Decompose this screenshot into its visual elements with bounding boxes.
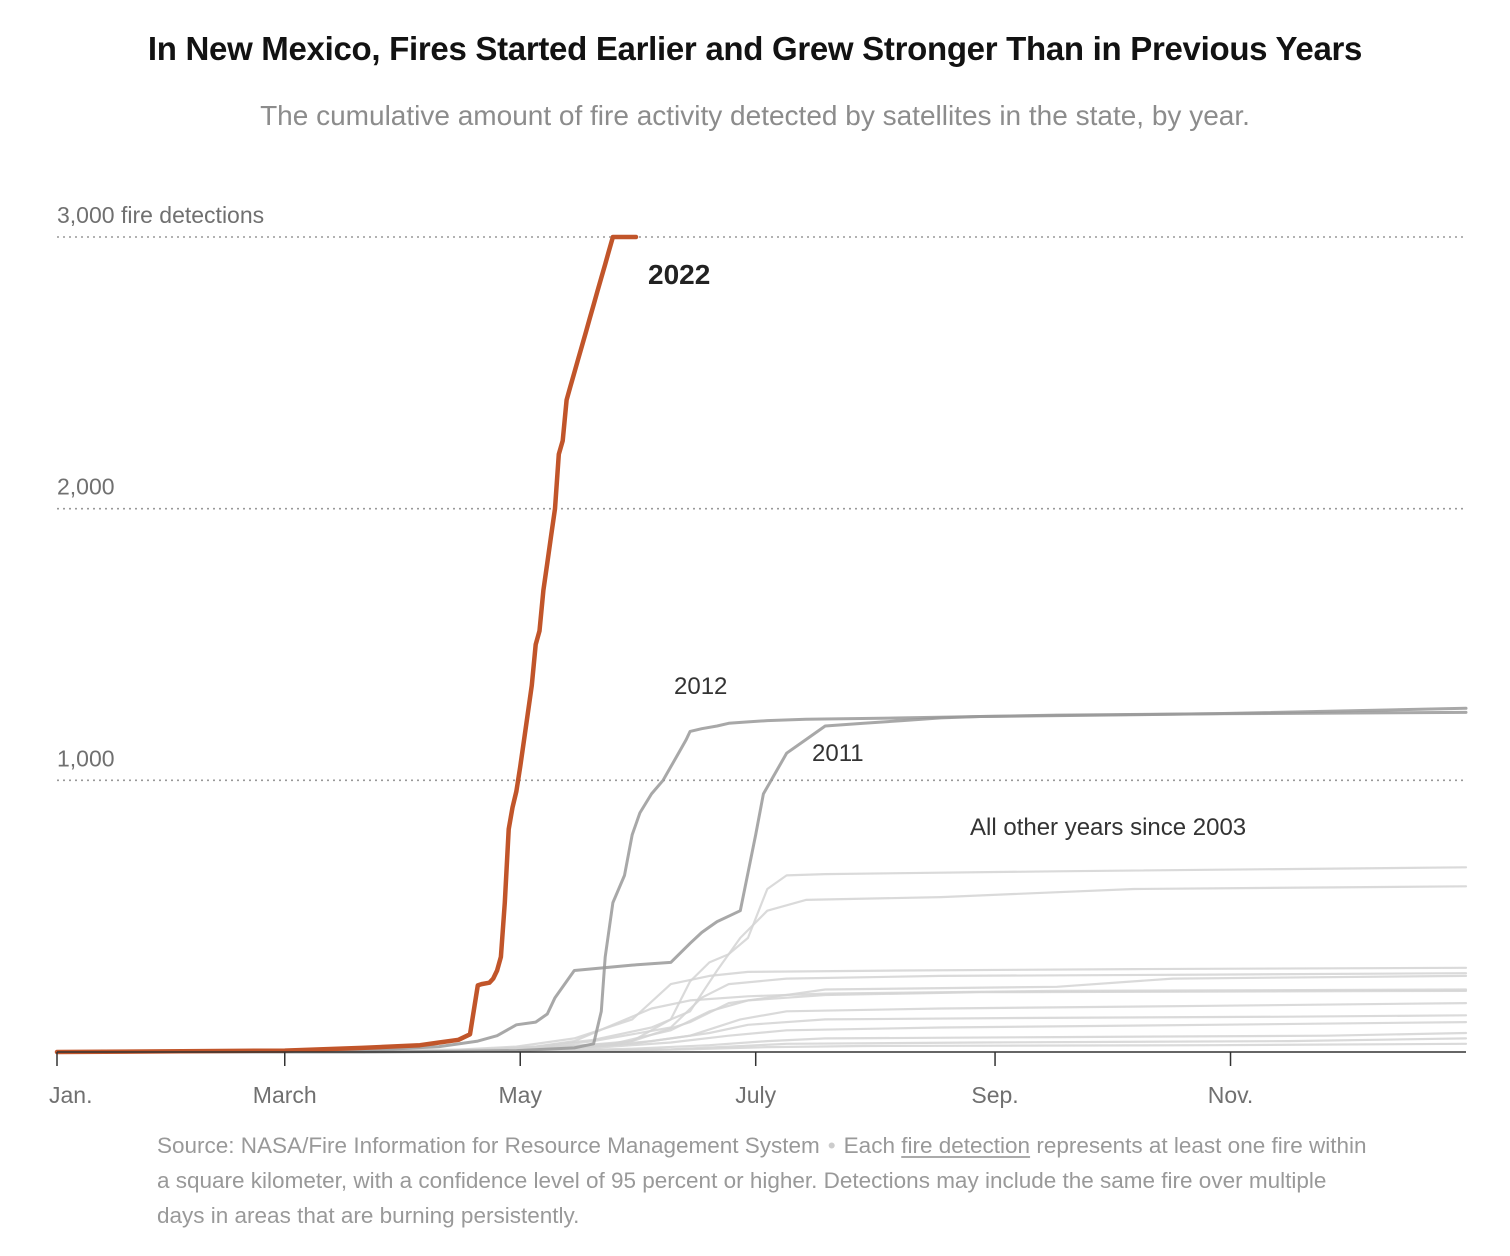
source-note: Source: NASA/Fire Information for Resour…	[157, 1133, 820, 1158]
chart-subtitle: The cumulative amount of fire activity d…	[260, 100, 1250, 131]
other-year-line	[55, 989, 1468, 1054]
y-tick-label: 2,000	[57, 474, 115, 500]
year-2022-line	[54, 234, 639, 1055]
x-tick-label: Jan.	[49, 1082, 92, 1108]
highlight-years-lines	[55, 706, 1468, 1054]
other-years-label: All other years since 2003	[970, 814, 1246, 841]
x-tick-label: Nov.	[1208, 1082, 1254, 1108]
year-2012-line	[55, 710, 1468, 1054]
other-year-line	[55, 988, 1468, 1054]
other-years-lines	[55, 866, 1468, 1054]
note-text-end: represents at least one fire within a sq…	[157, 1133, 1367, 1228]
y-tick-label: 1,000	[57, 745, 115, 771]
x-tick-label: May	[499, 1082, 543, 1108]
x-axis: Jan. March May July Sep. Nov.	[49, 1051, 1466, 1108]
x-tick-label: March	[253, 1082, 317, 1108]
fire-detection-link[interactable]: fire detection	[901, 1133, 1031, 1158]
bullet-separator: •	[827, 1133, 836, 1158]
series-labels: 2022 2012 2011 All other years since 2003	[648, 259, 1246, 841]
footnote: Source: NASA/Fire Information for Resour…	[157, 1128, 1377, 1233]
chart-title: In New Mexico, Fires Started Earlier and…	[147, 30, 1363, 67]
other-year-line	[55, 1042, 1468, 1054]
year-2022-line-group	[54, 234, 639, 1055]
x-tick-label: Sep.	[971, 1082, 1018, 1108]
y-tick-label: 3,000 fire detections	[57, 202, 264, 228]
other-year-line	[55, 966, 1468, 1054]
year-2011-label: 2011	[812, 740, 864, 767]
gridlines: 1,000 2,000 3,000 fire detections	[57, 202, 1466, 782]
year-2011-line	[55, 706, 1468, 1054]
note-text-start: Each	[843, 1133, 895, 1158]
year-2012-label: 2012	[674, 673, 727, 700]
year-2022-label: 2022	[648, 259, 710, 290]
x-tick-label: July	[735, 1082, 776, 1108]
